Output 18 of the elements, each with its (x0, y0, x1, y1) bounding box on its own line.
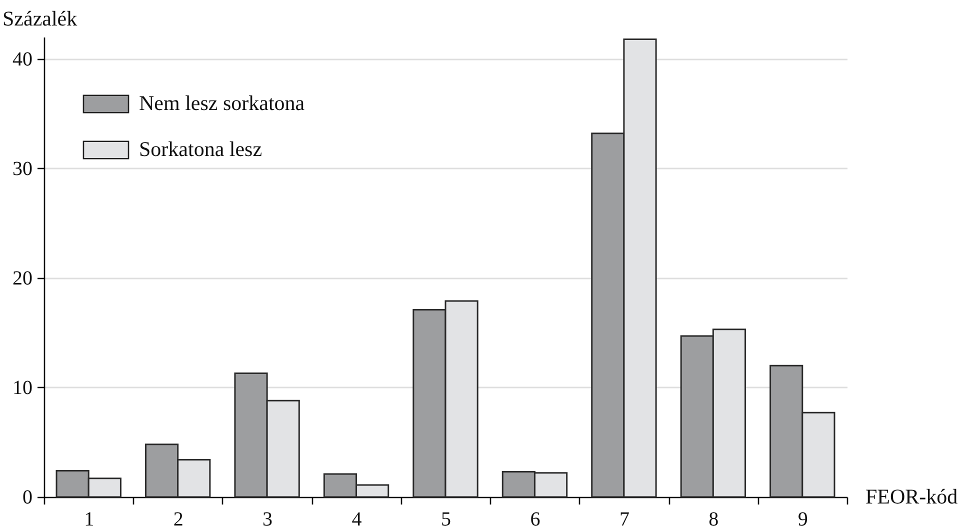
y-tick-label: 10 (12, 376, 32, 399)
x-tick-label: 3 (262, 508, 273, 530)
y-tick-label: 30 (12, 158, 32, 180)
x-tick-label: 4 (352, 508, 362, 530)
legend-label: Sorkatona lesz (139, 137, 262, 161)
x-tick-label: 7 (619, 508, 630, 530)
x-tick-label: 8 (708, 508, 719, 530)
x-axis-title: FEOR-kód (866, 484, 958, 508)
x-tick-label: 2 (173, 508, 184, 530)
x-tick-label: 6 (530, 508, 540, 530)
y-tick-label: 20 (12, 267, 32, 290)
y-tick-label: 0 (22, 486, 32, 508)
y-tick-label: 40 (12, 48, 32, 70)
legend-label: Nem lesz sorkatona (139, 91, 306, 115)
y-axis-title: Százalék (2, 6, 78, 30)
x-tick-label: 5 (441, 508, 451, 530)
x-tick-label: 9 (798, 508, 808, 530)
x-tick-label: 1 (84, 508, 94, 530)
